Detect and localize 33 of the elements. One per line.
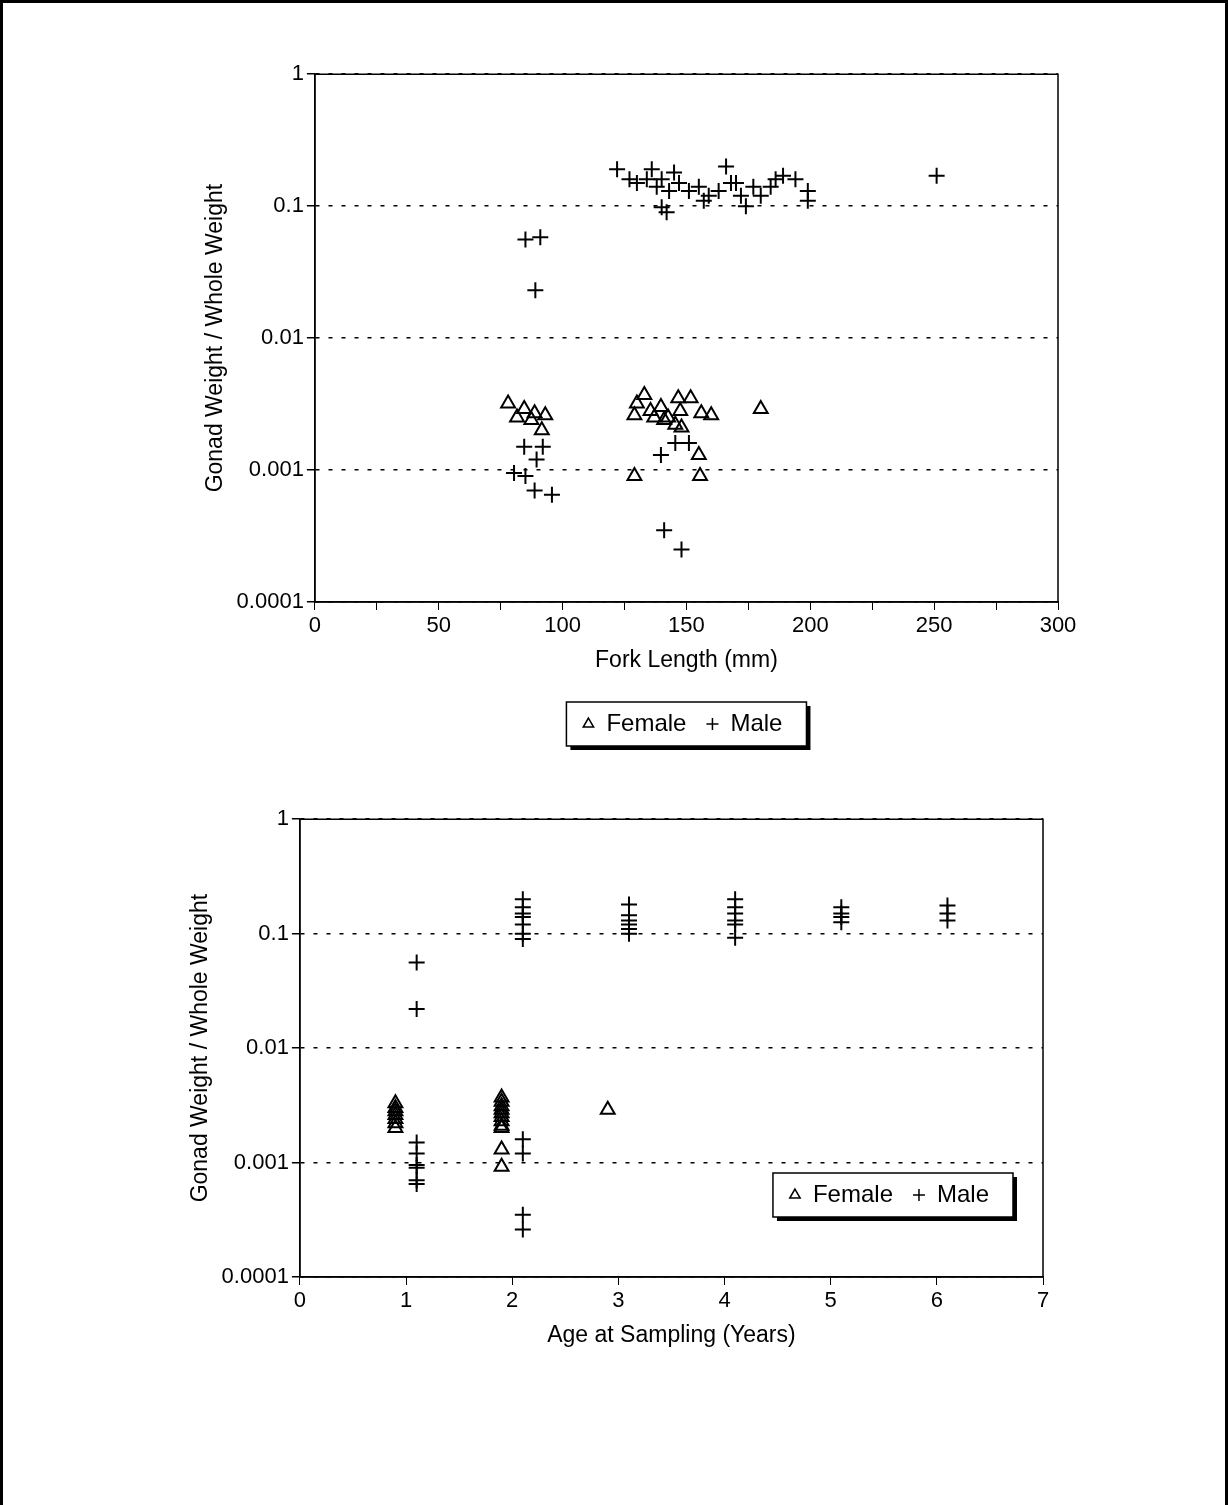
x-tick-label: 200: [791, 612, 829, 638]
x-tick-label: 0: [308, 612, 322, 638]
x-tick-label: 2: [506, 1287, 519, 1313]
x-tick-label: 1: [399, 1287, 413, 1313]
legend-label: Female: [812, 1179, 893, 1207]
x-tick-label: 6: [930, 1287, 943, 1313]
y-tick-label: 1: [291, 60, 304, 86]
y-tick-label: 1: [276, 805, 289, 831]
x-tick-label: 150: [668, 612, 705, 638]
y-tick-label: 0.0001: [221, 1263, 289, 1289]
x-axis-title: Age at Sampling (Years): [547, 1320, 796, 1347]
x-tick-label: 7: [1036, 1287, 1050, 1313]
legend-label: Male: [730, 708, 783, 736]
legend-label: Male: [936, 1179, 990, 1207]
x-tick-label: 3: [612, 1287, 625, 1313]
y-tick-label: 0.001: [248, 456, 304, 482]
y-tick-label: 0.01: [261, 324, 304, 350]
x-tick-label: 300: [1039, 612, 1077, 638]
y-tick-label: 0.1: [258, 919, 289, 945]
y-tick-label: 0.001: [233, 1148, 289, 1174]
x-tick-label: 250: [915, 612, 953, 638]
x-tick-label: 4: [718, 1287, 731, 1313]
y-axis-title: Gonad Weight / Whole Weight: [201, 183, 228, 493]
x-tick-label: 5: [824, 1287, 837, 1313]
y-axis-title: Gonad Weight / Whole Weight: [186, 893, 213, 1203]
x-tick-label: 0: [293, 1287, 307, 1313]
legend-label: Female: [606, 708, 687, 736]
y-tick-label: 0.01: [246, 1034, 289, 1060]
x-tick-label: 100: [544, 612, 581, 638]
y-tick-label: 0.1: [273, 192, 304, 218]
x-tick-label: 50: [426, 612, 451, 638]
y-tick-label: 0.0001: [236, 588, 304, 614]
x-axis-title: Fork Length (mm): [595, 645, 778, 672]
